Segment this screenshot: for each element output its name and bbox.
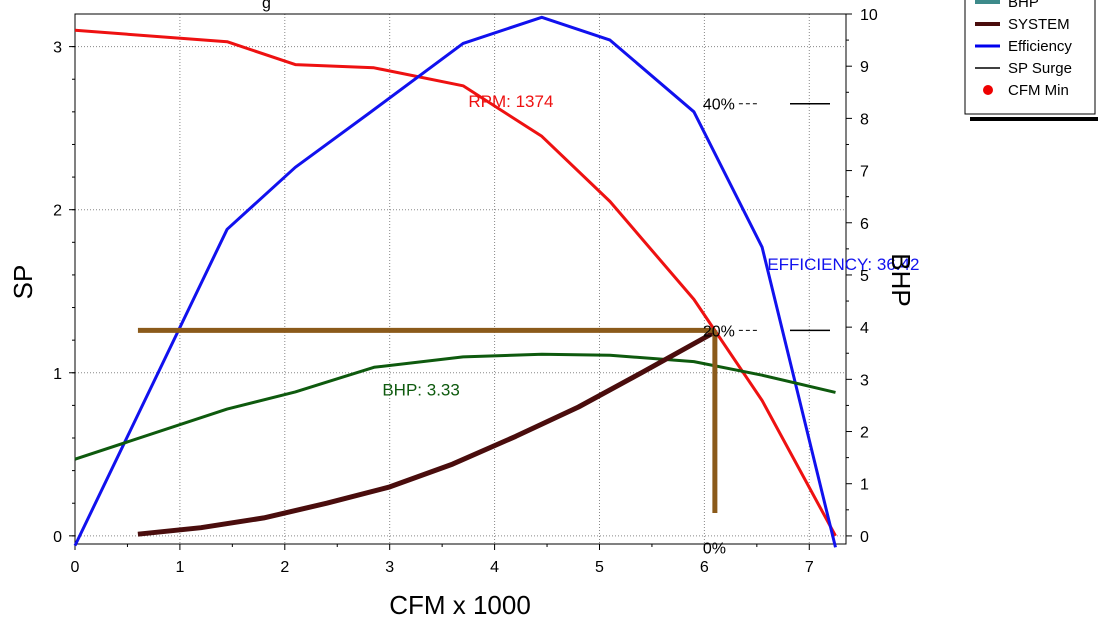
x-tick-label: 5 bbox=[595, 559, 604, 576]
legend-label: CFM Min bbox=[1008, 82, 1069, 99]
series-line-efficiency bbox=[73, 15, 837, 548]
series-lines bbox=[73, 15, 837, 548]
axis-ticks: 0 1 2 3 4 5 6 7 0 1 2 3 0 1 2 3 4 5 6 7 8 9 10 bbox=[53, 7, 878, 576]
y2-tick-label: 7 bbox=[860, 164, 869, 181]
x-tick-label: 0 bbox=[71, 559, 80, 576]
x-axis-title: CFM x 1000 bbox=[389, 590, 531, 620]
y-tick-label: 0 bbox=[53, 529, 62, 546]
y2-tick-label: 10 bbox=[860, 7, 878, 24]
y2-tick-label: 1 bbox=[860, 477, 869, 494]
annotation-label: EFFICIENCY: 36.42 bbox=[767, 255, 919, 274]
legend-marker bbox=[983, 85, 993, 95]
plot-frame bbox=[74, 13, 847, 545]
legend: BHP SYSTEM Efficiency SP Surge CFM Min bbox=[964, 0, 1098, 121]
series-line-rpm bbox=[74, 28, 837, 537]
series-line-system bbox=[137, 329, 717, 537]
y2-tick-label: 8 bbox=[860, 111, 869, 128]
y2-tick-label: 6 bbox=[860, 216, 869, 233]
legend-label: BHP bbox=[1008, 0, 1039, 11]
efficiency-level-label: 40% bbox=[703, 97, 735, 114]
y-tick-label: 3 bbox=[53, 40, 62, 57]
x-tick-label: 7 bbox=[805, 559, 814, 576]
series-line-bhp bbox=[74, 352, 836, 461]
y-tick-label: 1 bbox=[53, 366, 62, 383]
y2-tick-label: 3 bbox=[860, 372, 869, 389]
y2-tick-label: 5 bbox=[860, 268, 869, 285]
y2-tick-label: 4 bbox=[860, 320, 869, 337]
y2-tick-label: 9 bbox=[860, 59, 869, 76]
y2-tick-label: 2 bbox=[860, 425, 869, 442]
x-tick-label: 2 bbox=[280, 559, 289, 576]
annotations: 40% 20% 0% RPM: 1374 EFFICIENCY: 36.42 BHP: 3… bbox=[382, 92, 919, 557]
x-tick-label: 4 bbox=[490, 559, 499, 576]
operating-point bbox=[137, 102, 830, 514]
legend-label: SP Surge bbox=[1008, 60, 1072, 77]
efficiency-level-label: 0% bbox=[703, 540, 726, 557]
efficiency-level-label: 20% bbox=[703, 323, 735, 340]
y-tick-label: 2 bbox=[53, 203, 62, 220]
legend-box bbox=[964, 0, 1096, 115]
x-tick-label: 6 bbox=[700, 559, 709, 576]
annotation-label: RPM: 1374 bbox=[468, 92, 553, 111]
legend-label: Efficiency bbox=[1008, 38, 1072, 55]
legend-shadow bbox=[970, 117, 1098, 121]
y2-axis-title: BHP bbox=[886, 253, 916, 306]
grid bbox=[75, 14, 846, 544]
x-tick-label: 1 bbox=[175, 559, 184, 576]
legend-label: SYSTEM bbox=[1008, 16, 1070, 33]
annotation-label: BHP: 3.33 bbox=[382, 381, 460, 400]
y-axis-title: SP bbox=[8, 265, 38, 300]
x-tick-label: 3 bbox=[385, 559, 394, 576]
y2-tick-label: 0 bbox=[860, 529, 869, 546]
chart-title-fragment: g bbox=[262, 0, 271, 12]
